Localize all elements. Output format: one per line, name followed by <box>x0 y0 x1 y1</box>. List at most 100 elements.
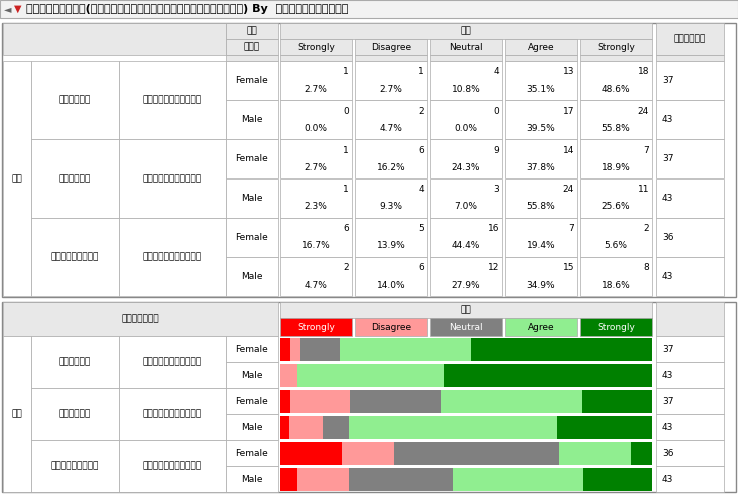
Bar <box>580 318 652 336</box>
Text: 13.9%: 13.9% <box>376 242 405 250</box>
Bar <box>453 467 583 491</box>
Text: 赤が好きだ。: 赤が好きだ。 <box>59 174 91 183</box>
Text: 43: 43 <box>662 115 673 124</box>
Bar <box>119 336 226 388</box>
Bar <box>656 388 724 414</box>
Text: Disagree: Disagree <box>371 323 411 331</box>
Text: Male: Male <box>241 475 263 484</box>
Bar <box>280 337 290 361</box>
Bar <box>119 61 226 139</box>
Text: 27.9%: 27.9% <box>452 281 480 289</box>
Bar <box>559 442 631 464</box>
Bar <box>583 467 652 491</box>
Text: 43: 43 <box>662 370 673 379</box>
Text: 1: 1 <box>418 68 424 77</box>
Text: 11: 11 <box>638 185 649 194</box>
Text: 48.6%: 48.6% <box>601 84 630 94</box>
Text: 34.9%: 34.9% <box>527 281 555 289</box>
Text: Neutral: Neutral <box>449 42 483 51</box>
Text: 性別を教えてください。: 性別を教えてください。 <box>143 252 202 261</box>
Bar <box>226 55 278 61</box>
Bar <box>280 415 289 439</box>
Text: 18.6%: 18.6% <box>601 281 630 289</box>
Bar <box>430 100 502 139</box>
Bar <box>430 55 502 61</box>
Text: 2: 2 <box>343 263 349 272</box>
Bar <box>656 336 724 362</box>
Bar <box>430 218 502 257</box>
Bar <box>580 55 652 61</box>
Text: 14.0%: 14.0% <box>376 281 405 289</box>
Bar <box>656 23 724 55</box>
Text: 1: 1 <box>343 185 349 194</box>
Bar <box>3 336 31 492</box>
Bar <box>31 218 119 296</box>
Bar <box>226 440 278 466</box>
Text: シェア: シェア <box>244 42 260 51</box>
Bar <box>323 415 349 439</box>
Text: Strongly: Strongly <box>597 42 635 51</box>
Bar <box>505 139 577 178</box>
Text: 4.7%: 4.7% <box>379 124 402 133</box>
Text: 2.7%: 2.7% <box>305 84 328 94</box>
Bar <box>290 337 300 361</box>
Bar <box>0 0 738 18</box>
Bar <box>355 61 427 100</box>
Bar <box>226 466 278 492</box>
Bar <box>656 257 724 296</box>
Text: 0: 0 <box>493 107 499 116</box>
Bar <box>280 218 352 257</box>
Text: Female: Female <box>235 344 269 354</box>
Bar <box>349 467 453 491</box>
Bar <box>280 55 352 61</box>
Text: 37: 37 <box>662 76 674 85</box>
Bar <box>280 302 652 318</box>
Text: 7: 7 <box>568 224 574 233</box>
Text: 14: 14 <box>562 146 574 155</box>
Bar <box>580 100 652 139</box>
Text: 性別を教えてください。: 性別を教えてください。 <box>143 174 202 183</box>
Text: 37: 37 <box>662 344 674 354</box>
Bar <box>505 218 577 257</box>
Text: 39.5%: 39.5% <box>527 124 556 133</box>
Text: 16.7%: 16.7% <box>302 242 331 250</box>
Bar <box>3 61 31 296</box>
Bar <box>226 218 278 257</box>
Text: 青が好きだ。: 青が好きだ。 <box>59 96 91 105</box>
Text: 13: 13 <box>562 68 574 77</box>
Bar <box>31 388 119 440</box>
Text: 43: 43 <box>662 194 673 203</box>
Text: Agree: Agree <box>528 42 554 51</box>
Bar <box>355 100 427 139</box>
Bar <box>342 442 393 464</box>
Text: 性別を教えてください。: 性別を教えてください。 <box>143 410 202 418</box>
Bar <box>280 257 352 296</box>
Bar <box>280 442 342 464</box>
Bar <box>289 415 323 439</box>
Bar <box>355 55 427 61</box>
Bar <box>656 178 724 218</box>
Text: 37: 37 <box>662 155 674 164</box>
Bar <box>441 389 582 412</box>
Text: Neutral: Neutral <box>449 323 483 331</box>
Bar <box>226 178 278 218</box>
Bar <box>557 415 652 439</box>
Text: シェアチャート: シェアチャート <box>122 315 159 324</box>
Bar <box>656 61 724 100</box>
Bar <box>355 139 427 178</box>
Bar <box>280 467 297 491</box>
Text: Male: Male <box>241 194 263 203</box>
Bar <box>505 61 577 100</box>
Text: 性別を教えてください。: 性別を教えてください。 <box>143 96 202 105</box>
Bar <box>505 39 577 55</box>
Text: 15: 15 <box>562 263 574 272</box>
Bar <box>505 257 577 296</box>
Bar <box>444 364 652 386</box>
Text: 6: 6 <box>343 224 349 233</box>
Bar <box>355 178 427 218</box>
Text: 24.3%: 24.3% <box>452 163 480 172</box>
Bar <box>280 39 352 55</box>
Bar <box>2 302 736 492</box>
Text: 37: 37 <box>662 397 674 406</box>
Text: 4: 4 <box>494 68 499 77</box>
